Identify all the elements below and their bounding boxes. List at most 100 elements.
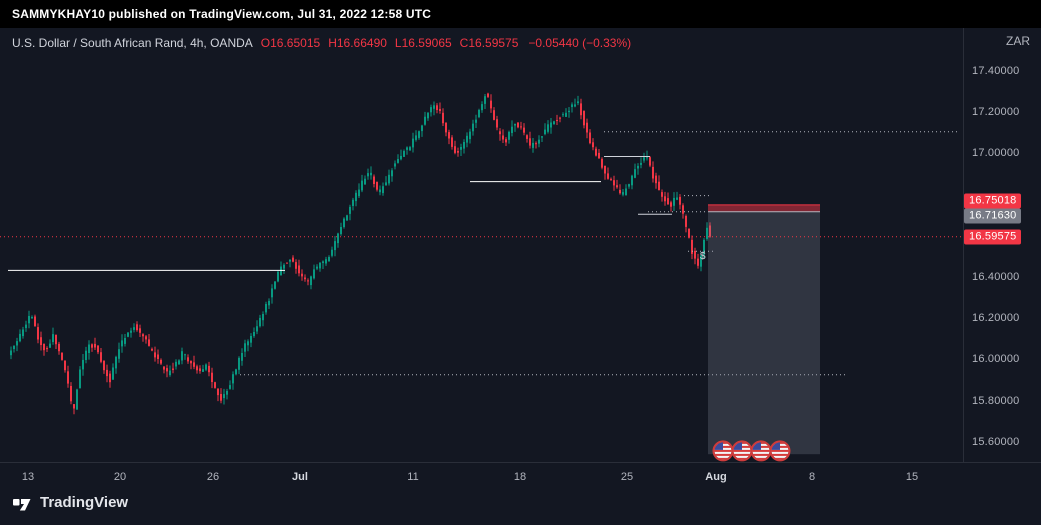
time-tick: 11 [407,471,419,483]
candle [643,152,645,163]
candle [625,184,627,196]
candle [172,362,174,374]
price-tick: 17.40000 [972,65,1020,77]
candle [631,174,633,190]
candle [259,314,261,328]
candle [235,368,237,376]
short-position-tool[interactable] [708,204,820,455]
candle [583,110,585,129]
candle [82,354,84,376]
candle [670,200,672,212]
candle [190,360,192,370]
candle [694,247,696,265]
candle [403,149,405,157]
candle [562,112,564,117]
candle [496,115,498,131]
change-value: −0.05440 (−0.33%) [528,36,632,50]
candle [613,175,615,191]
candle [199,365,201,374]
symbol-title: U.S. Dollar / South African Rand, 4h, OA… [12,36,253,50]
candle [637,163,639,175]
candle [214,381,216,389]
candle [157,349,159,364]
price-tick: 17.00000 [972,147,1020,160]
candle [628,183,630,189]
us-flag-icon[interactable] [712,440,734,462]
candle [151,347,153,352]
candle [466,132,468,148]
candle [610,177,612,181]
candle [193,355,195,370]
candle [340,222,342,236]
candle [547,120,549,134]
candle [436,103,438,114]
candle [31,315,33,319]
candle [94,337,96,350]
time-scale[interactable]: 13 20 26 Jul 11 18 25 Aug 8 15 [0,462,1041,491]
candle [55,334,57,349]
candle [664,191,666,206]
candle [634,163,636,179]
candle [454,140,456,155]
candle [229,380,231,390]
candle [112,363,114,380]
candle [379,185,381,196]
publish-text: SAMMYKHAY10 published on TradingView.com… [12,7,432,21]
candle [622,189,624,197]
candle [586,118,588,139]
price-tick: 15.80000 [972,394,1020,407]
candle [427,112,429,121]
candle [550,118,552,134]
candle [406,146,408,155]
candle [478,108,480,119]
candle [22,326,24,339]
candle [250,333,252,348]
candle [223,388,225,405]
us-flag-icon[interactable] [769,440,791,462]
candle [202,364,204,372]
dollar-marker[interactable]: $ [700,251,706,262]
candle [652,161,654,183]
price-scale[interactable]: ZAR 17.40000 17.20000 17.00000 16.40000 16.2… [963,28,1041,462]
us-flag-icon[interactable] [750,440,772,462]
candle [553,120,555,125]
candle [580,98,582,120]
candle [148,334,150,347]
candle [433,101,435,116]
candle [469,128,471,144]
time-tick: 20 [113,471,127,483]
candle [346,214,348,221]
candle [571,102,573,113]
candle [409,145,411,151]
candle [238,356,240,375]
chart-canvas[interactable]: $ [0,28,962,462]
candle [76,388,78,410]
candle [25,320,27,332]
candle [283,263,285,274]
ohlc-open: O16.65015 [260,36,321,50]
candle [163,366,165,374]
candle [106,364,108,383]
candle [124,334,126,347]
time-tick: Aug [705,471,727,483]
us-flag-icon[interactable] [731,440,753,462]
candle [364,175,366,185]
tradingview-watermark[interactable]: TradingView [12,492,128,512]
candle [667,192,669,205]
candle [538,135,540,148]
candle [61,352,63,361]
candle [367,168,369,180]
candle [319,262,321,272]
time-tick: 18 [513,471,527,483]
candle [481,101,483,113]
candle [64,360,66,373]
currency-label: ZAR [1006,34,1030,48]
candle [484,94,486,109]
chart-legend[interactable]: U.S. Dollar / South African Rand, 4h, OA… [12,36,631,50]
candle [703,238,705,259]
candle [691,235,693,260]
candle [247,339,249,352]
candle [115,355,117,374]
candle [619,184,621,195]
candle [100,348,102,364]
